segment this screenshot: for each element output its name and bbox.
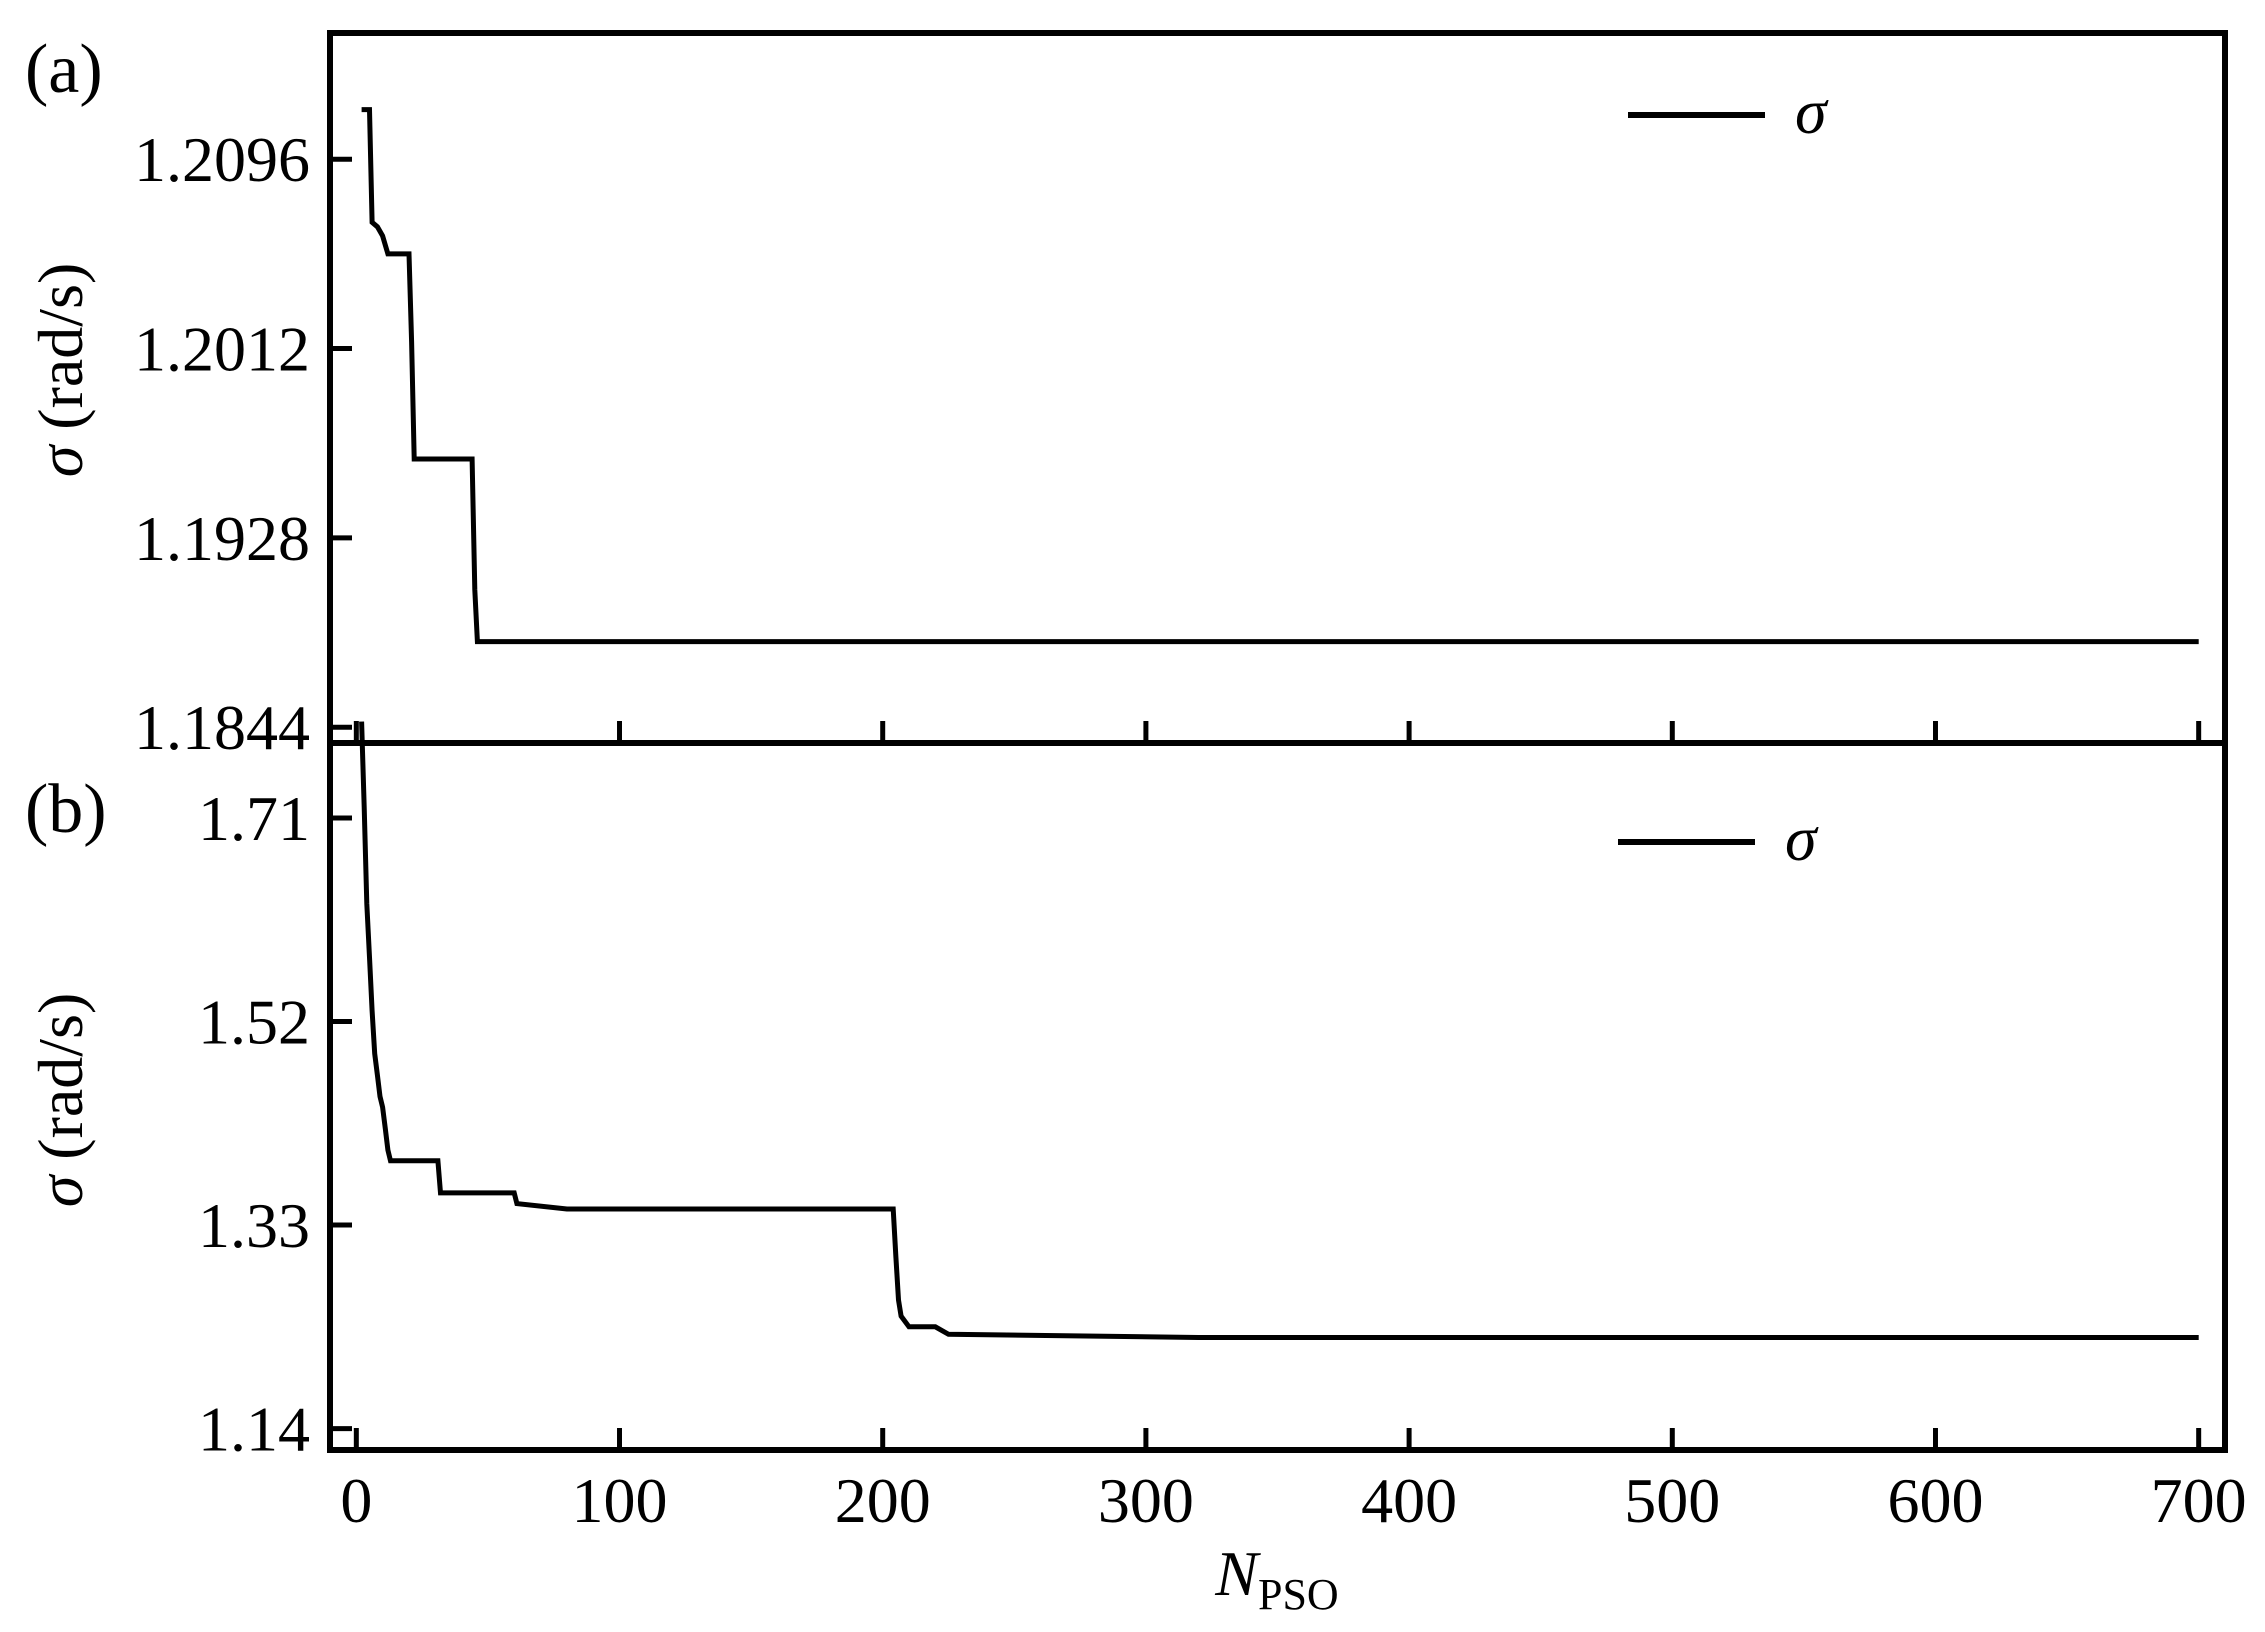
x-axis-title-subscript: PSO bbox=[1258, 1570, 1339, 1619]
panel-a-y-tick-label: 1.1844 bbox=[134, 692, 310, 763]
panel-a-legend-label: σ bbox=[1795, 76, 1829, 147]
panel-a-y-tick-label: 1.2096 bbox=[134, 124, 310, 195]
panel-b-legend: σ bbox=[1618, 803, 1819, 874]
panel-b-frame bbox=[327, 740, 2228, 1453]
panel-a-legend: σ bbox=[1628, 76, 1829, 147]
panel-b-y-axis-title: σ (rad/s) bbox=[25, 993, 96, 1208]
panel-b-y-tick-label: 1.33 bbox=[198, 1190, 310, 1261]
panel-b-x-tick-label: 100 bbox=[572, 1465, 668, 1536]
panel-a-y-axis-unit: (rad/s) bbox=[25, 263, 96, 446]
panel-a-plot-lines bbox=[361, 107, 2199, 645]
panel-b-x-tick-label: 200 bbox=[835, 1465, 931, 1536]
panel-a-series-line bbox=[361, 107, 2199, 645]
panel-a-label: (a) bbox=[25, 31, 103, 108]
x-axis-title: NPSO bbox=[1214, 1538, 1338, 1619]
panel-a-tick-labels: 1.1844 1.1928 1.2012 1.2096 bbox=[134, 124, 310, 763]
panel-b-y-tick-label: 1.71 bbox=[198, 783, 310, 854]
panel-b-label: (b) bbox=[25, 771, 107, 848]
panel-b-ticks bbox=[330, 815, 2202, 1450]
panel-b-x-tick-label: 400 bbox=[1361, 1465, 1457, 1536]
panel-a-y-axis-symbol: σ bbox=[25, 443, 96, 477]
panel-b: (b) σ (rad/s) 1.14 1.33 1.52 1.71 0 100 200 300… bbox=[25, 721, 2247, 1536]
panel-b-y-axis-symbol: σ bbox=[25, 1173, 96, 1207]
panel-a-y-tick-label: 1.2012 bbox=[134, 314, 310, 385]
panel-b-plot-lines bbox=[359, 721, 2199, 1340]
panel-b-x-tick-label: 600 bbox=[1887, 1465, 1983, 1536]
panel-a-y-tick-label: 1.1928 bbox=[134, 503, 310, 574]
x-axis-title-main: N bbox=[1214, 1538, 1261, 1609]
panel-a: (a) σ (rad/s) 1.1844 1.1928 1.2012 1.2096 σ bbox=[25, 30, 2228, 763]
panel-b-x-tick-label: 700 bbox=[2151, 1465, 2247, 1536]
panel-a-ticks bbox=[330, 156, 2202, 743]
panel-a-frame bbox=[327, 30, 2228, 746]
panel-b-legend-label: σ bbox=[1785, 803, 1819, 874]
panel-a-y-axis-title: σ (rad/s) bbox=[25, 263, 96, 478]
panel-b-x-tick-label: 300 bbox=[1098, 1465, 1194, 1536]
panel-b-series-line bbox=[359, 721, 2199, 1340]
panel-b-tick-labels: 1.14 1.33 1.52 1.71 0 100 200 300 400 500 600 700 bbox=[198, 783, 2247, 1536]
panel-b-y-tick-label: 1.14 bbox=[198, 1394, 310, 1465]
panel-b-y-axis-unit: (rad/s) bbox=[25, 993, 96, 1176]
panel-b-x-tick-label: 500 bbox=[1624, 1465, 1720, 1536]
panel-b-y-tick-label: 1.52 bbox=[198, 987, 310, 1058]
panel-b-x-tick-label: 0 bbox=[340, 1465, 372, 1536]
